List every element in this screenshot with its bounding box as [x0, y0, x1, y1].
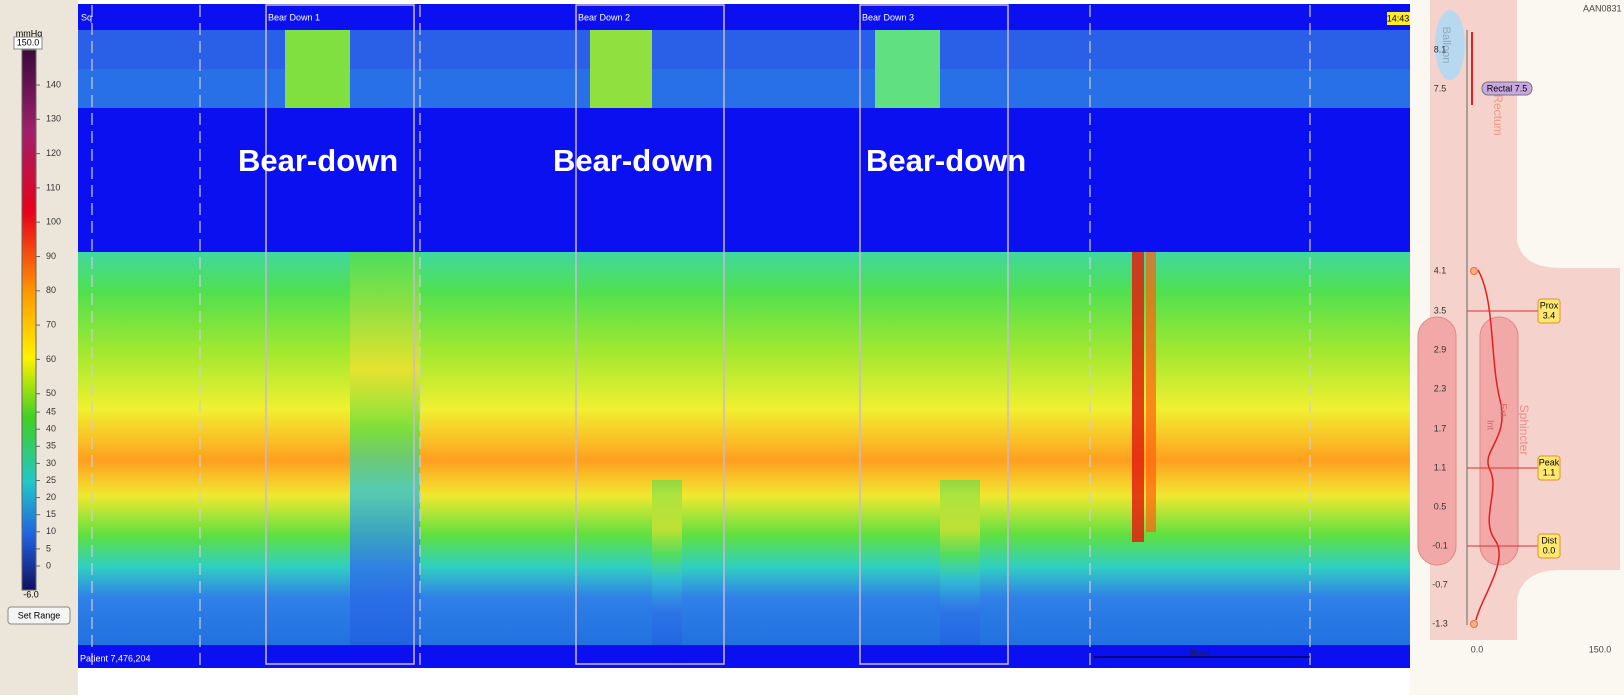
depth-label: 7.5: [1434, 83, 1447, 93]
sensor-active: [590, 30, 652, 108]
marker-label: Prox: [1540, 300, 1559, 310]
markers: [91, 5, 1311, 665]
scale-min: -6.0: [23, 589, 39, 599]
marker-box: [1537, 455, 1561, 481]
rectal-marker-label: Rectal 7.5: [1487, 83, 1528, 93]
scale-bar-label: 30 sec: [1190, 650, 1211, 657]
depth-label: 3.5: [1434, 305, 1447, 315]
region-label: Sphincter: [1517, 405, 1531, 456]
marker-value: 3.4: [1543, 310, 1556, 320]
marker-value: 1.1: [1543, 467, 1556, 477]
depth-label: 4.1: [1434, 265, 1447, 275]
scale-label: 120: [46, 148, 61, 158]
event-boxes: [265, 4, 1009, 665]
scale-label: 35: [46, 441, 56, 451]
scale-label: 60: [46, 354, 56, 364]
scale-label: 80: [46, 285, 56, 295]
sphincter-int: [1479, 316, 1519, 566]
depth-label: 8.1: [1434, 44, 1447, 54]
region-label: Ext: [1499, 403, 1509, 417]
annotation: Bear-down: [866, 143, 1026, 178]
pressure-curve: [1475, 269, 1503, 621]
annotation: Bear-down: [238, 143, 398, 178]
depth-label: 2.3: [1434, 383, 1447, 393]
depth-label: -1.3: [1432, 618, 1448, 628]
max-box: [13, 36, 43, 50]
scale-label: 45: [46, 406, 56, 416]
scale-label: 25: [46, 475, 56, 485]
depth-label: 1.7: [1434, 423, 1447, 433]
scale-label: 10: [46, 526, 56, 536]
scale-label: 100: [46, 217, 61, 227]
scale-label: 110: [46, 182, 60, 192]
record-id: AAN0831: [1583, 3, 1622, 13]
event-label: Bear Down 2: [578, 12, 630, 22]
scale-max: 150.0: [17, 37, 40, 47]
depth-label: 0.5: [1434, 501, 1447, 511]
heatmap-peak: [1146, 252, 1156, 532]
annotation: Bear-down: [553, 143, 713, 178]
depth-label: -0.1: [1432, 540, 1448, 550]
scale-label: 90: [46, 251, 56, 261]
event-label: Bear Down 1: [268, 12, 320, 22]
time: 14:43: [1387, 13, 1410, 23]
sensor-active: [875, 30, 940, 108]
scale-label: 15: [46, 509, 56, 519]
sensor-strip: [78, 69, 1410, 108]
patient-id: Patient 7,476,204: [80, 653, 151, 663]
set-range-button[interactable]: [7, 606, 71, 625]
heatmap-region: [350, 252, 420, 645]
scale-label: 5: [46, 543, 51, 553]
scale-label: 0: [46, 560, 51, 570]
corner-label: Sq: [81, 12, 92, 22]
heatmap: [78, 252, 1410, 645]
heatmap-peak: [1132, 252, 1144, 542]
depth-dot: [1470, 267, 1478, 275]
marker-value: 0.0: [1543, 545, 1556, 555]
scale-label: 40: [46, 424, 56, 434]
heatmap-region: [652, 480, 682, 645]
scale-label: 30: [46, 458, 56, 468]
sensor-active: [285, 30, 350, 108]
scale-label: 130: [46, 114, 61, 124]
region-label: Int: [1486, 420, 1496, 431]
x-label: 150.0: [1589, 644, 1612, 654]
button-label[interactable]: Set Range: [18, 610, 61, 620]
marker-box: [1537, 298, 1561, 324]
event-label: Bear Down 3: [862, 12, 914, 22]
region-label: Balloon: [1440, 27, 1452, 64]
sphincter-ext: [1417, 316, 1457, 566]
rectum-shape: [1430, 0, 1620, 640]
scale-label: 50: [46, 388, 56, 398]
depth-dot: [1470, 620, 1478, 628]
scale-label: 20: [46, 492, 56, 502]
unit: mmHg: [16, 28, 43, 38]
marker-label: Dist: [1541, 535, 1557, 545]
depth-label: 2.9: [1434, 344, 1447, 354]
marker-label: Peak: [1539, 457, 1560, 467]
balloon: [1435, 10, 1465, 80]
marker-box: [1537, 533, 1561, 559]
scale-label: 140: [46, 79, 61, 89]
depth-label: -0.7: [1432, 579, 1448, 589]
rectal-marker: [1481, 81, 1533, 96]
scale-panel: [0, 0, 78, 695]
scale-label: 70: [46, 319, 56, 329]
color-bar: [21, 49, 37, 591]
region-label: Rectum: [1491, 94, 1505, 135]
x-label: 0.0: [1471, 644, 1484, 654]
time-box: [1387, 12, 1410, 25]
depth-label: 1.1: [1434, 462, 1447, 472]
heatmap-region: [940, 480, 980, 645]
